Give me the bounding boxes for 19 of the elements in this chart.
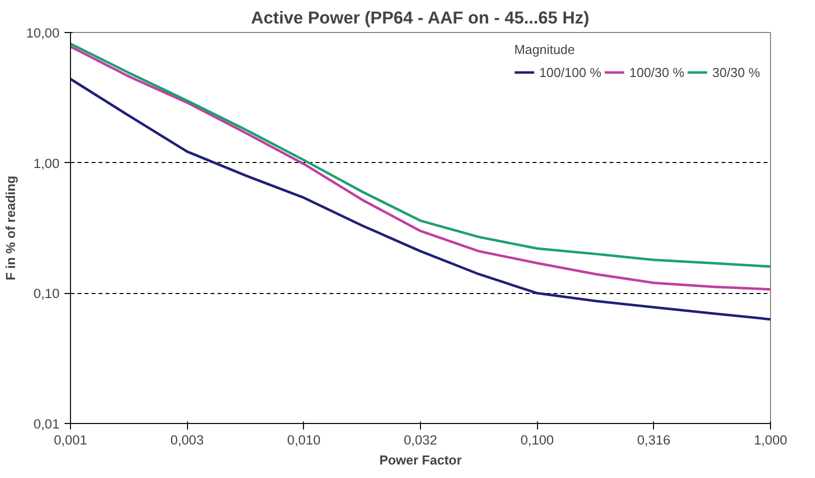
x-tick-label: 0,316 xyxy=(637,432,670,448)
y-tick-label: 10,00 xyxy=(26,26,60,40)
legend-label: 100/30 % xyxy=(629,64,684,80)
x-axis-title: Power Factor xyxy=(379,452,462,468)
x-tick-label: 0,032 xyxy=(404,432,438,448)
x-tick-label: 0,100 xyxy=(520,432,554,448)
line-series xyxy=(70,78,770,321)
legend-label: 30/30 % xyxy=(712,64,760,80)
x-tick-label: 0,001 xyxy=(54,432,88,448)
chart-title: Active Power (PP64 - AAF on - 45...65 Hz) xyxy=(251,8,590,28)
y-tick-label: 0,01 xyxy=(34,416,60,432)
y-tick-label: 1,00 xyxy=(34,156,60,171)
legend-label: 100/100 % xyxy=(539,64,602,80)
x-tick-label: 0,003 xyxy=(170,432,204,448)
legend-title: Magnitude xyxy=(514,42,576,57)
y-axis-title: F in % of reading xyxy=(3,176,18,280)
y-tick-label: 0,10 xyxy=(34,286,60,302)
x-tick-label: 1,000 xyxy=(754,432,788,448)
x-tick-label: 0,010 xyxy=(287,432,321,448)
